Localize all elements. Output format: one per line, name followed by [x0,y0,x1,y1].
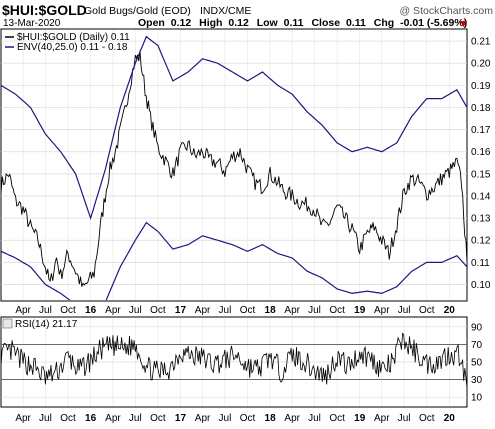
price-x-tick-18: Oct [419,305,435,316]
rsi-x-tick-15: 19 [354,413,366,424]
rsi-x-tick-17: Jul [398,413,411,424]
legend-label-price: $HUI:$GOLD (Daily) 0.11 [17,32,130,43]
rsi-x-tick-18: Oct [419,413,435,424]
price-y-tick-0.18: 0.18 [471,103,491,114]
price-x-tick-1: Jul [39,305,52,316]
close-label: Close [311,17,340,29]
symbol-title: $HUI:$GOLD [2,2,87,18]
price-x-tick-14: Oct [329,305,345,316]
chg-value: -0.01 (-5.69%) [400,17,467,29]
rsi-x-tick-7: 17 [175,413,187,424]
price-y-tick-0.13: 0.13 [471,214,491,225]
low-value: 0.11 [284,17,304,29]
rsi-y-axis: 10 30 50 70 90 [471,322,483,403]
legend: $HUI:$GOLD (Daily) 0.11 ENV(40,25.0) 0.1… [5,32,130,53]
rsi-x-tick-16: Apr [374,413,390,424]
rsi-x-tick-3: 16 [85,413,97,424]
rsi-x-tick-10: Oct [240,413,256,424]
envelope-upper-line [1,35,467,221]
rsi-x-tick-6: Oct [150,413,166,424]
rsi-x-tick-0: Apr [15,413,31,424]
quote-date: 13-Mar-2020 [3,18,61,29]
rsi-y-tick-90: 90 [471,322,483,333]
rsi-x-tick-5: Jul [129,413,142,424]
price-grid [1,30,467,300]
price-y-tick-0.17: 0.17 [471,125,491,136]
rsi-x-tick-19: 20 [444,413,456,424]
svg-text:Open 0.12 High 0.1: Open 0.12 High 0.12 Low 0.11 Close 0.11 … [138,17,467,29]
rsi-x-tick-12: Apr [284,413,300,424]
price-series [1,35,467,300]
rsi-y-tick-70: 70 [471,340,483,351]
price-x-tick-6: Oct [150,305,166,316]
price-x-tick-11: 18 [265,305,277,316]
price-y-tick-0.20: 0.20 [471,59,491,70]
price-x-tick-10: Oct [240,305,256,316]
price-y-axis: 0.10 0.11 0.12 0.13 0.14 0.15 0.16 0.17 0.18 0.19… [471,37,491,291]
price-x-tick-8: Apr [195,305,211,316]
rsi-x-tick-9: Jul [219,413,232,424]
rsi-x-tick-4: Apr [105,413,121,424]
rsi-y-tick-50: 50 [471,358,483,369]
price-y-tick-0.16: 0.16 [471,147,491,158]
price-x-tick-16: Apr [374,305,390,316]
price-y-tick-0.11: 0.11 [471,258,490,269]
price-x-tick-4: Apr [105,305,121,316]
price-x-tick-7: 17 [175,305,187,316]
price-x-tick-19: 20 [444,305,456,316]
open-label: Open [138,17,165,29]
low-label: Low [257,17,279,29]
price-panel [0,28,468,302]
rsi-line [0,332,468,388]
rsi-x-tick-2: Oct [60,413,76,424]
high-label: High [199,17,222,29]
rsi-x-tick-14: Oct [329,413,345,424]
price-y-tick-0.10: 0.10 [471,280,491,291]
rsi-y-tick-10: 10 [471,393,483,404]
chg-label: Chg [374,17,394,29]
price-x-tick-2: Oct [60,305,76,316]
down-triangle-icon [460,21,467,27]
legend-label-envelope: ENV(40,25.0) 0.11 - 0.18 [17,42,128,53]
rsi-x-tick-8: Apr [195,413,211,424]
high-value: 0.12 [228,17,249,29]
price-x-tick-5: Jul [129,305,142,316]
symbol-name: Gold Bugs/Gold (EOD) [84,5,191,17]
rsi-x-tick-1: Jul [39,413,52,424]
price-x-tick-9: Jul [219,305,232,316]
open-value: 0.12 [171,17,192,29]
watermark: @ StockCharts.com [399,5,493,17]
price-y-tick-0.15: 0.15 [471,169,491,180]
rsi-x-tick-13: Jul [308,413,321,424]
price-y-tick-0.21: 0.21 [471,37,491,48]
price-x-tick-12: Apr [284,305,300,316]
price-y-tick-0.14: 0.14 [471,191,491,202]
rsi-label: RSI(14) 21.17 [15,319,78,330]
rsi-x-tick-11: 18 [265,413,277,424]
price-y-tick-0.12: 0.12 [471,236,491,247]
price-y-tick-0.19: 0.19 [471,81,491,92]
rsi-y-tick-30: 30 [471,375,483,386]
envelope-lower-line [1,221,467,300]
rsi-grid [1,318,467,406]
price-x-tick-17: Jul [398,305,411,316]
price-x-tick-0: Apr [15,305,31,316]
price-x-axis: Apr Jul Oct 16 Apr Jul Oct 17 Apr Jul Oct 18 Apr Jul O… [15,305,455,316]
price-x-tick-13: Jul [308,305,321,316]
price-x-tick-3: 16 [85,305,97,316]
price-x-tick-15: 19 [354,305,366,316]
rsi-series [0,332,468,388]
rsi-label-box [2,318,13,329]
price-line [1,50,467,287]
symbol-exchange: INDX/CME [200,5,251,17]
close-value: 0.11 [346,17,366,29]
rsi-x-axis: Apr Jul Oct 16 Apr Jul Oct 17 Apr Jul Oct 18 Apr Jul O… [15,413,455,424]
